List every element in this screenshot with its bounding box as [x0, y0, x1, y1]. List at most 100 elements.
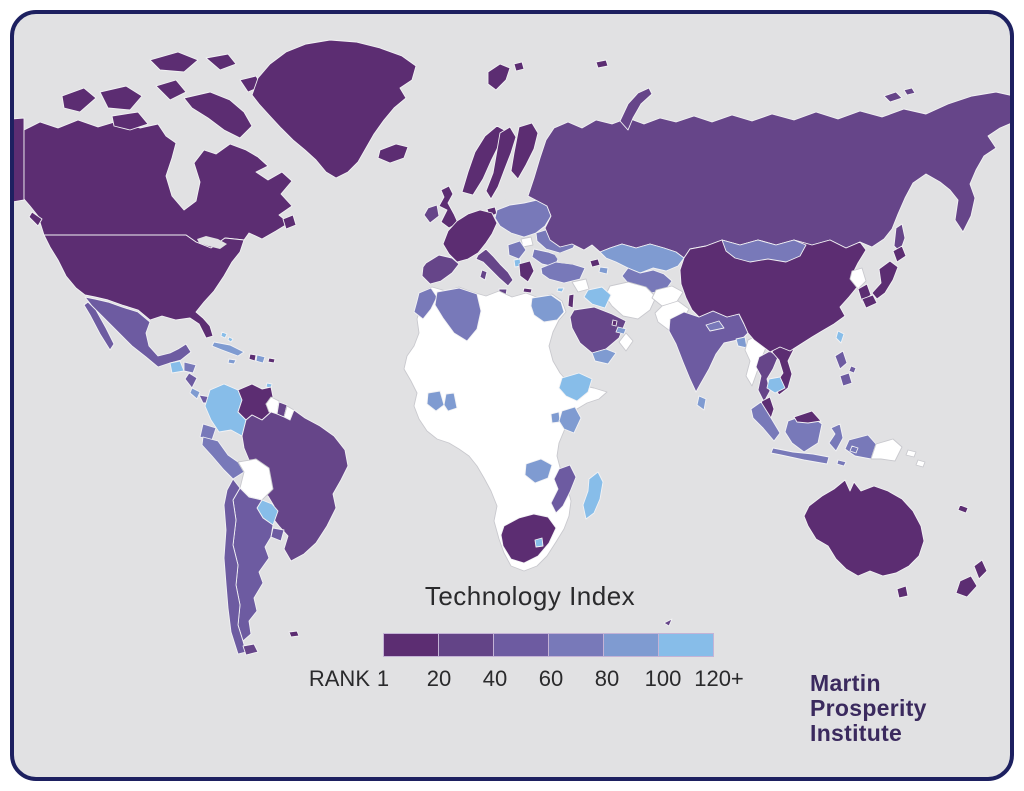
country-uganda — [550, 411, 561, 424]
country-mozambique — [550, 464, 577, 514]
country-madagascar — [582, 471, 604, 520]
country-yemen — [591, 348, 617, 365]
legend-tick-40: 40 — [482, 666, 508, 691]
legend-rank-label: RANK — [308, 666, 370, 691]
country-georgia — [589, 258, 601, 268]
country-uk — [438, 185, 459, 229]
country-new-zealand — [955, 559, 988, 598]
country-indian-ocean-island — [663, 618, 673, 627]
country-zambia — [524, 458, 553, 484]
country-israel — [567, 293, 575, 309]
country-finland — [510, 122, 539, 180]
country-honduras — [183, 361, 197, 374]
country-peru — [201, 436, 245, 480]
country-mongolia — [721, 239, 807, 263]
country-bangladesh — [735, 336, 748, 349]
martin-prosperity-institute-logo: Martin Prosperity Institute — [810, 671, 927, 746]
legend-ticks: RANK 1 20 40 60 80 100 120+ — [14, 666, 1010, 692]
water-great-lakes — [197, 236, 227, 249]
country-vancouver-island — [28, 211, 43, 227]
logo-line-2: Prosperity — [810, 695, 927, 721]
country-russia — [527, 91, 1010, 259]
legend-swatch-60 — [548, 633, 604, 657]
country-turkey — [540, 261, 586, 284]
legend-swatch-100 — [658, 633, 714, 657]
country-nepal — [705, 320, 725, 332]
region-balkans — [507, 240, 527, 260]
water-black-sea — [554, 250, 586, 265]
country-ecuador — [199, 423, 217, 441]
country-iceland — [377, 143, 409, 164]
country-oman — [618, 332, 634, 352]
country-papua-new-guinea — [870, 438, 926, 468]
country-haiti — [248, 353, 257, 362]
country-tasmania — [896, 585, 909, 599]
country-india — [668, 310, 749, 393]
country-philippines — [834, 350, 857, 387]
country-ghana — [443, 392, 458, 412]
country-falklands — [288, 630, 300, 638]
country-algeria — [434, 287, 482, 342]
country-canada — [23, 119, 293, 249]
country-puerto-rico — [267, 357, 276, 364]
country-new-caledonia — [957, 504, 969, 514]
country-malaysia-borneo — [793, 410, 822, 424]
country-qatar — [611, 319, 618, 327]
world-map — [14, 39, 1010, 656]
legend-tick-1: 1 — [376, 666, 390, 691]
legend-tick-20: 20 — [426, 666, 452, 691]
country-italy — [475, 248, 514, 296]
region-arctic-islands-east — [883, 87, 916, 103]
country-cote-divoire — [426, 390, 445, 412]
legend-title: Technology Index — [424, 581, 636, 611]
country-azerbaijan — [598, 266, 609, 275]
country-sakhalin — [893, 223, 906, 253]
country-taiwan — [835, 330, 845, 344]
region-west-europe — [442, 209, 498, 263]
country-guatemala — [169, 360, 185, 374]
logo-line-3: Institute — [810, 720, 903, 746]
legend-tick-100: 100 — [644, 666, 682, 691]
legend-swatch-1 — [383, 633, 439, 657]
country-ireland — [423, 204, 440, 224]
country-north-korea — [849, 267, 867, 290]
legend-swatch-80 — [603, 633, 659, 657]
country-uae — [615, 326, 627, 335]
legend-color-bar — [383, 633, 721, 657]
country-usa — [43, 234, 245, 339]
map-countries — [14, 39, 1010, 656]
country-tierra-del-fuego — [242, 643, 259, 656]
country-greenland — [251, 39, 417, 179]
country-lesotho — [534, 537, 544, 548]
country-egypt — [530, 294, 565, 323]
country-novaya-zemlya — [619, 87, 653, 131]
country-uruguay — [270, 527, 285, 542]
country-sweden — [485, 126, 517, 200]
legend-swatch-40 — [493, 633, 549, 657]
logo-line-1: Martin — [810, 670, 881, 696]
country-thailand — [755, 350, 779, 403]
country-cambodia — [766, 376, 786, 394]
country-jamaica — [227, 358, 237, 365]
country-mexico — [83, 296, 192, 368]
country-cuba — [211, 341, 245, 357]
country-indonesia — [750, 401, 877, 467]
country-bahamas — [220, 331, 234, 343]
legend-swatch-20 — [438, 633, 494, 657]
region-east-europe — [494, 199, 552, 238]
country-south-africa — [500, 513, 557, 564]
legend-tick-120plus: 120+ — [694, 666, 744, 691]
country-nicaragua — [184, 372, 198, 389]
legend-tick-60: 60 — [538, 666, 564, 691]
country-kenya — [558, 406, 582, 434]
country-svalbard — [487, 59, 609, 91]
country-syria — [571, 278, 590, 293]
country-australia — [803, 479, 925, 577]
country-greece — [518, 260, 535, 294]
legend-tick-80: 80 — [594, 666, 620, 691]
country-kazakhstan — [599, 243, 685, 274]
map-canvas: Technology Index RANK 1 20 40 60 80 100 … — [14, 14, 1010, 777]
country-sri-lanka — [696, 395, 707, 411]
country-japan — [861, 245, 907, 309]
